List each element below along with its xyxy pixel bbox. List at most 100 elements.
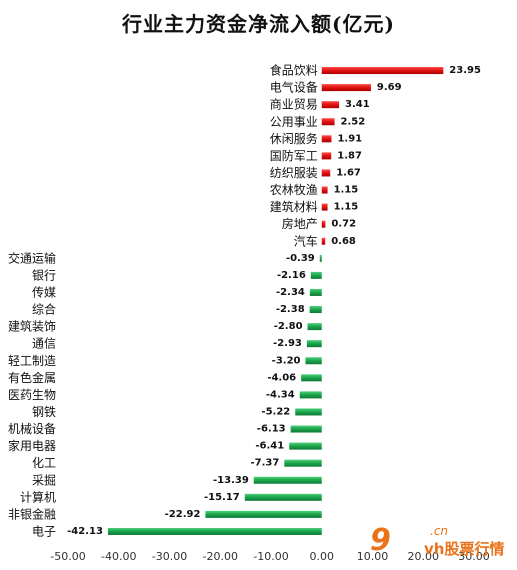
data-label: 1.15 <box>334 202 359 213</box>
data-label: -7.37 <box>251 458 280 469</box>
data-label: 2.52 <box>341 116 366 127</box>
data-label: -42.13 <box>67 526 103 537</box>
x-tick-label: -40.00 <box>101 550 136 563</box>
x-tick-label: -50.00 <box>50 550 85 563</box>
watermark-number: 9 <box>370 523 391 558</box>
bar <box>253 476 322 484</box>
data-label: -2.34 <box>276 287 305 298</box>
category-label: 通信 <box>32 337 56 351</box>
x-tick-label: -30.00 <box>152 550 187 563</box>
category-label: 轻工制造 <box>8 354 56 368</box>
data-label: 3.41 <box>345 99 370 110</box>
category-label: 采掘 <box>32 472 56 487</box>
category-label: 国防军工 <box>270 148 318 163</box>
category-label: 建筑装饰 <box>8 319 56 334</box>
data-label: 1.91 <box>337 133 362 144</box>
category-label: 非银金融 <box>8 506 56 521</box>
category-label: 房地产 <box>282 216 318 231</box>
category-label: 纺织服装 <box>270 166 318 180</box>
category-label: 计算机 <box>20 489 56 504</box>
bar <box>321 220 326 228</box>
data-label: 1.87 <box>337 150 362 161</box>
bar <box>309 306 322 314</box>
chart-title: 行业主力资金净流入额(亿元) <box>122 12 395 36</box>
bar <box>321 237 326 245</box>
x-tick-label: 20.00 <box>408 550 440 563</box>
x-tick-label: -20.00 <box>203 550 238 563</box>
bar <box>244 493 322 501</box>
bar <box>321 203 328 211</box>
category-label: 机械设备 <box>8 421 56 436</box>
watermark-domain: .cn <box>430 524 449 538</box>
category-label: 化工 <box>32 456 56 470</box>
bar <box>321 101 340 109</box>
data-label: -2.16 <box>277 270 306 281</box>
data-label: 9.69 <box>377 82 402 93</box>
category-label: 综合 <box>32 302 56 317</box>
category-label: 商业贸易 <box>270 97 318 112</box>
data-label: -2.38 <box>276 304 305 315</box>
bar <box>321 84 371 92</box>
category-label: 交通运输 <box>8 250 56 265</box>
data-label: 0.68 <box>331 236 356 247</box>
data-label: -4.06 <box>267 372 296 383</box>
data-label: -3.20 <box>272 355 301 366</box>
category-label: 电子 <box>32 524 56 538</box>
data-label: 0.72 <box>331 219 356 230</box>
data-label: -6.41 <box>255 441 284 452</box>
bar <box>321 169 331 177</box>
data-label: 23.95 <box>449 65 481 76</box>
category-label: 公用事业 <box>270 115 318 129</box>
data-label: -22.92 <box>165 509 201 520</box>
bar <box>299 391 322 399</box>
bar <box>301 374 322 382</box>
category-label: 休闲服务 <box>270 131 318 146</box>
data-label: -2.80 <box>274 321 303 332</box>
data-label: -0.39 <box>286 253 315 264</box>
category-label: 银行 <box>32 268 56 282</box>
bar <box>321 152 332 160</box>
bar <box>205 510 322 518</box>
bar <box>284 459 322 467</box>
category-label: 农林牧渔 <box>270 183 318 197</box>
category-label: 汽车 <box>294 233 318 248</box>
bar <box>321 118 335 126</box>
bar <box>290 425 322 433</box>
bar <box>321 67 444 75</box>
bar <box>306 340 322 348</box>
category-label: 食品饮料 <box>270 63 318 78</box>
x-tick-label: 0.00 <box>310 550 335 563</box>
data-label: -13.39 <box>213 475 249 486</box>
data-label: -4.34 <box>266 389 295 400</box>
data-label: -6.13 <box>257 424 286 435</box>
category-label: 传媒 <box>32 284 56 299</box>
watermark-text: vh股票行情 <box>424 540 505 558</box>
data-label: -5.22 <box>261 406 290 417</box>
category-label: 钢铁 <box>32 405 56 419</box>
bar <box>321 186 328 194</box>
bars-layer <box>107 67 444 535</box>
category-label: 有色金属 <box>8 370 56 385</box>
watermark-logo: 9 .cn vh股票行情 <box>370 523 510 562</box>
bar <box>307 323 322 331</box>
category-label: 建筑材料 <box>270 199 318 214</box>
x-tick-label: 10.00 <box>357 550 389 563</box>
data-label: 1.15 <box>334 185 359 196</box>
x-tick-label: -10.00 <box>253 550 288 563</box>
labels-layer: 食品饮料 23.95 电气设备 9.69 商业贸易 3.41 公用事业 2.52 休闲服务 1.9… <box>8 63 481 539</box>
bar <box>107 527 322 535</box>
data-label: -2.93 <box>273 338 302 349</box>
bar <box>295 408 322 416</box>
bar <box>309 288 322 296</box>
bar <box>305 357 322 365</box>
data-label: -15.17 <box>204 492 240 503</box>
bar <box>310 271 322 279</box>
x-tick-label: 30.00 <box>458 550 490 563</box>
category-label: 家用电器 <box>8 438 56 453</box>
bar <box>321 135 332 143</box>
bar <box>289 442 322 450</box>
category-label: 电气设备 <box>270 80 318 95</box>
data-label: 1.67 <box>336 167 361 178</box>
